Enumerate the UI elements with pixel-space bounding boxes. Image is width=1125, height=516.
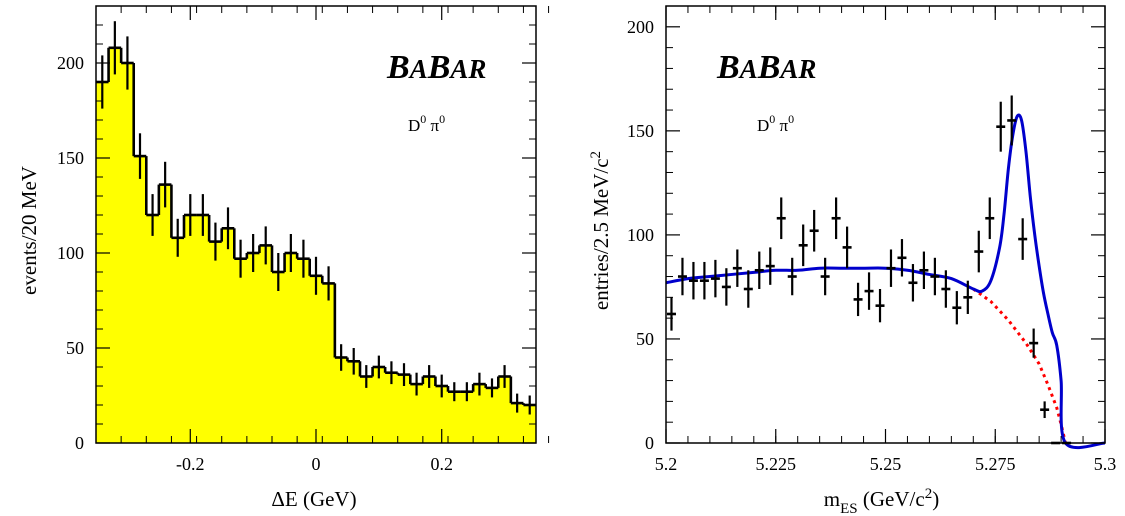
- y-tick-label: 0: [75, 433, 84, 453]
- right-x-axis-label: mES (GeV/c2): [824, 486, 939, 516]
- x-tick-label: 5.3: [1094, 454, 1117, 474]
- x-tick-label: 0: [312, 454, 321, 474]
- right-decay-label: D0 π0: [757, 112, 794, 135]
- x-tick-label: 5.25: [870, 454, 902, 474]
- y-tick-label: 100: [627, 225, 654, 245]
- plot-frame: [95, 5, 537, 444]
- plot-frame: [665, 5, 1106, 444]
- histogram-bins: [96, 21, 536, 415]
- x-tick-label: 5.2: [655, 454, 678, 474]
- y-tick-label: 200: [57, 53, 84, 73]
- x-tick-label: 5.275: [975, 454, 1016, 474]
- y-tick-label: 150: [627, 121, 654, 141]
- y-tick-label: 200: [627, 17, 654, 37]
- y-tick-label: 50: [636, 329, 654, 349]
- left-x-axis-label: ΔE (GeV): [271, 487, 356, 511]
- x-tick-label: 5.225: [756, 454, 797, 474]
- right-babar-logo: BABAR: [716, 49, 816, 86]
- left-babar-logo: BABAR: [386, 49, 486, 86]
- right-axes: 0 50 100 150 200 5.2 5.225 5.25 5.275 5.3: [627, 5, 1117, 474]
- left-decay-label: D0 π0: [408, 112, 445, 135]
- histogram-fill: [96, 47, 536, 444]
- y-tick-label: 100: [57, 243, 84, 263]
- left-y-axis-label: events/20 MeV: [17, 166, 41, 295]
- right-y-axis-label: entries/2.5 MeV/c2: [588, 151, 613, 310]
- y-tick-label: 50: [66, 338, 84, 358]
- y-tick-label: 0: [645, 433, 654, 453]
- total-fit-curve: [665, 113, 1106, 450]
- x-tick-label: -0.2: [176, 454, 205, 474]
- y-tick-label: 150: [57, 148, 84, 168]
- left-axes: 0 50 100 150 200 -0.2 0 0.2: [57, 5, 550, 474]
- data-points: [667, 95, 1072, 445]
- background-fit-curve: [972, 287, 1067, 444]
- x-tick-label: 0.2: [430, 454, 453, 474]
